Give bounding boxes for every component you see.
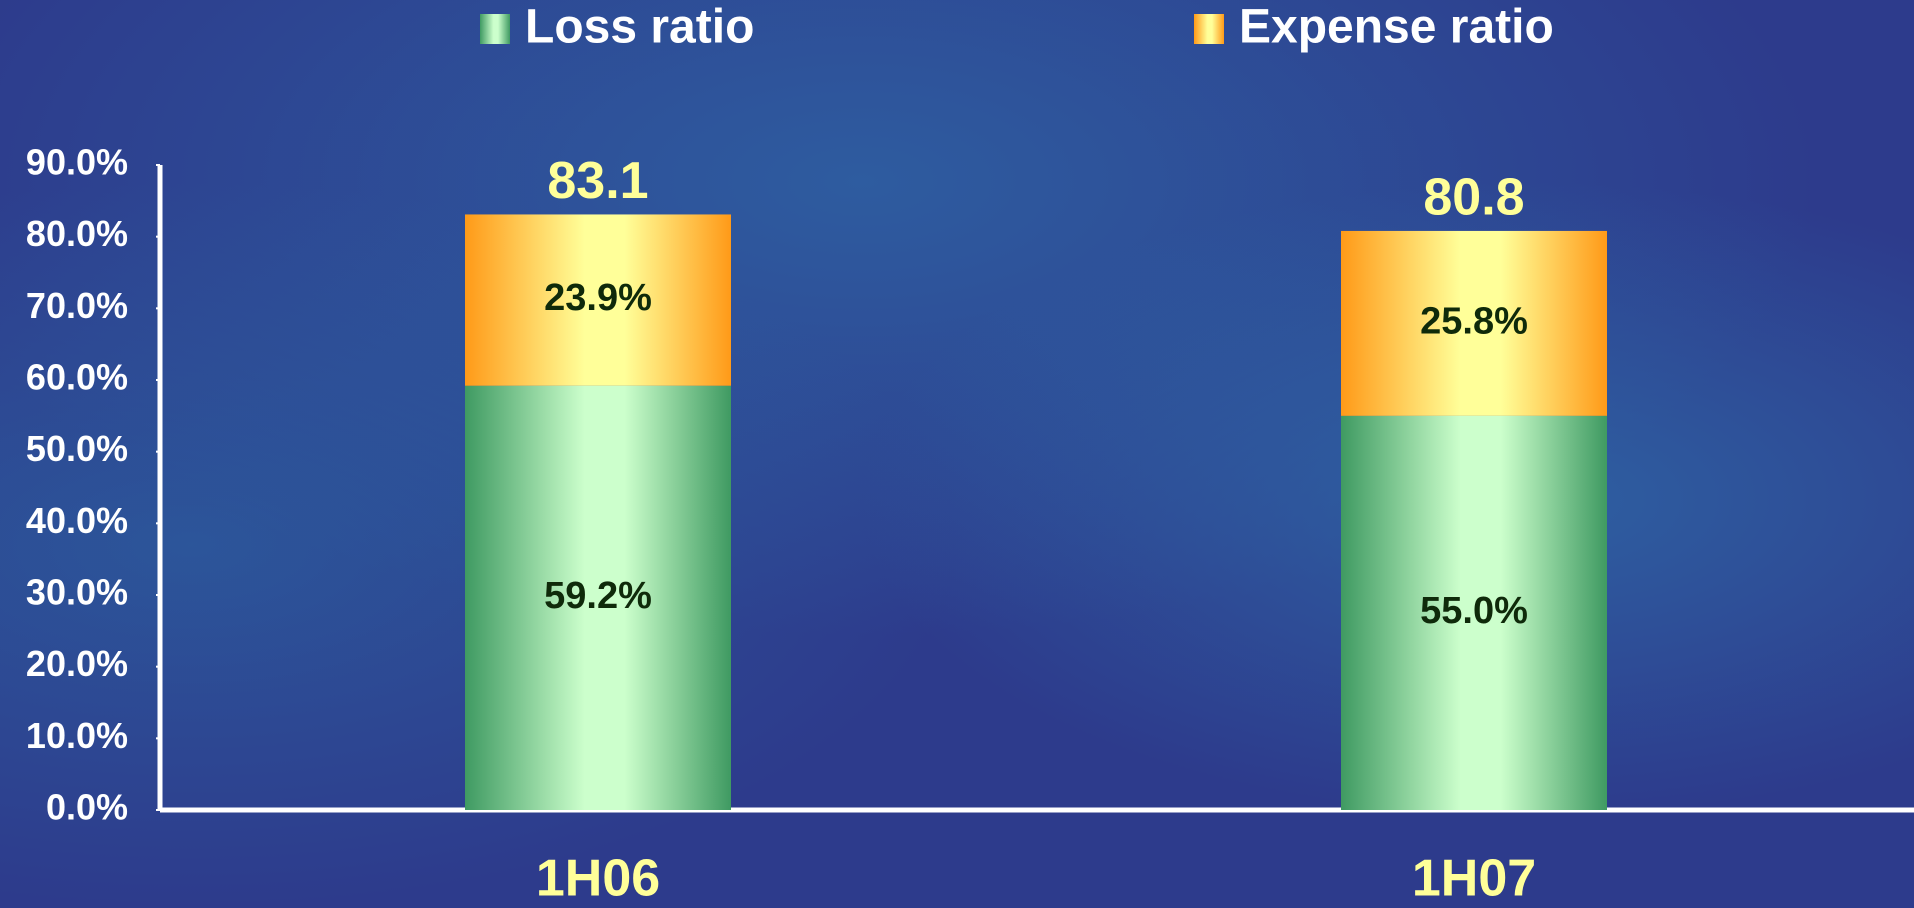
value-label: 59.2% xyxy=(544,575,652,617)
total-label: 83.1 xyxy=(547,152,648,210)
legend-swatch xyxy=(1194,14,1224,44)
y-tick-label: 30.0% xyxy=(26,572,128,613)
y-tick-label: 50.0% xyxy=(26,428,128,469)
bar-segment xyxy=(465,385,731,810)
y-tick-label: 40.0% xyxy=(26,500,128,541)
plot: 0.0% 10.0% 20.0% 30.0% 40.0% 50.0% 60.0% 70.0% 8… xyxy=(26,1,1914,908)
bar-segment xyxy=(465,214,731,386)
value-label: 23.9% xyxy=(544,277,652,319)
y-tick-label: 70.0% xyxy=(26,285,128,326)
x-tick-label: 1H06 xyxy=(536,850,660,908)
legend-swatch xyxy=(480,14,510,44)
x-tick-label: 1H07 xyxy=(1412,850,1536,908)
y-tick-label: 10.0% xyxy=(26,715,128,756)
y-tick-label: 0.0% xyxy=(46,787,128,828)
bar-segment xyxy=(1341,230,1607,416)
y-tick-label: 60.0% xyxy=(26,357,128,398)
value-label: 25.8% xyxy=(1420,300,1528,342)
y-tick-label: 20.0% xyxy=(26,643,128,684)
total-label: 80.8 xyxy=(1423,169,1524,227)
legend-label: Loss ratio xyxy=(525,1,754,54)
legend-label: Expense ratio xyxy=(1239,1,1554,54)
y-tick-label: 90.0% xyxy=(26,142,128,183)
y-tick-label: 80.0% xyxy=(26,213,128,254)
bar-segment xyxy=(1341,415,1607,810)
value-label: 55.0% xyxy=(1420,590,1528,632)
